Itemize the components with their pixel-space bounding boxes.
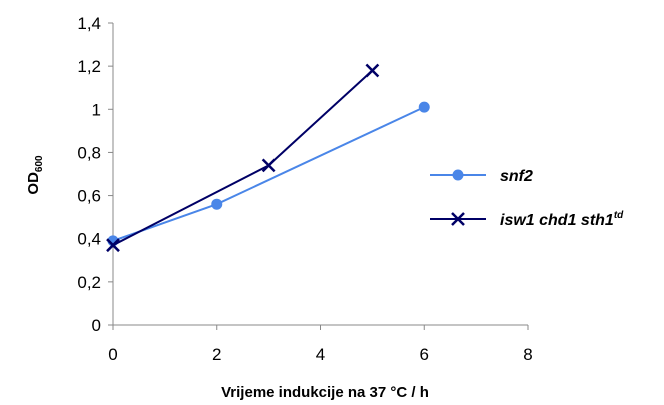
legend-item-snf2: snf2 [430,168,533,185]
axes [108,22,529,330]
y-tick-label: 1 [92,100,101,119]
legend-label-snf2: snf2 [500,168,533,185]
x-tick-labels: 0 2 4 6 8 [108,345,532,364]
y-tick-label: 0,2 [77,273,101,292]
x-tick-label: 0 [108,345,117,364]
legend-label-isw1: isw1 chd1 sth1td [500,210,624,229]
legend: snf2 isw1 chd1 sth1td [430,168,624,229]
plot-area [106,63,430,253]
data-point [211,198,223,210]
y-tick-label: 0,8 [77,143,101,162]
data-point [106,238,120,253]
x-tick-label: 6 [420,345,429,364]
legend-marker-isw1 [451,212,465,226]
y-tick-labels: 0 0,2 0,4 0,6 0,8 1 1,2 1,4 [77,14,101,335]
series-line-1 [112,69,374,247]
legend-label-isw1-main: isw1 chd1 sth1 [500,212,614,229]
y-tick-label: 0 [92,316,101,335]
legend-label-isw1-superscript: td [614,210,624,221]
data-point [365,63,380,78]
y-axis-title: OD600 [25,155,45,195]
y-tick-label: 0,4 [77,230,101,249]
y-axis-title-main: OD [25,172,42,195]
y-tick-label: 1,2 [77,57,101,76]
data-point [261,158,276,173]
x-tick-label: 4 [316,345,325,364]
y-tick-label: 0,6 [77,187,101,206]
x-tick-label: 2 [212,345,221,364]
legend-marker-snf2 [452,169,464,181]
y-tick-label: 1,4 [77,14,101,33]
data-point [418,101,430,113]
x-axis-title: Vrijeme indukcije na 37 °C / h [221,384,429,401]
x-tick-label: 8 [523,345,532,364]
y-axis-title-subscript: 600 [34,155,45,172]
legend-item-isw1: isw1 chd1 sth1td [430,210,624,229]
